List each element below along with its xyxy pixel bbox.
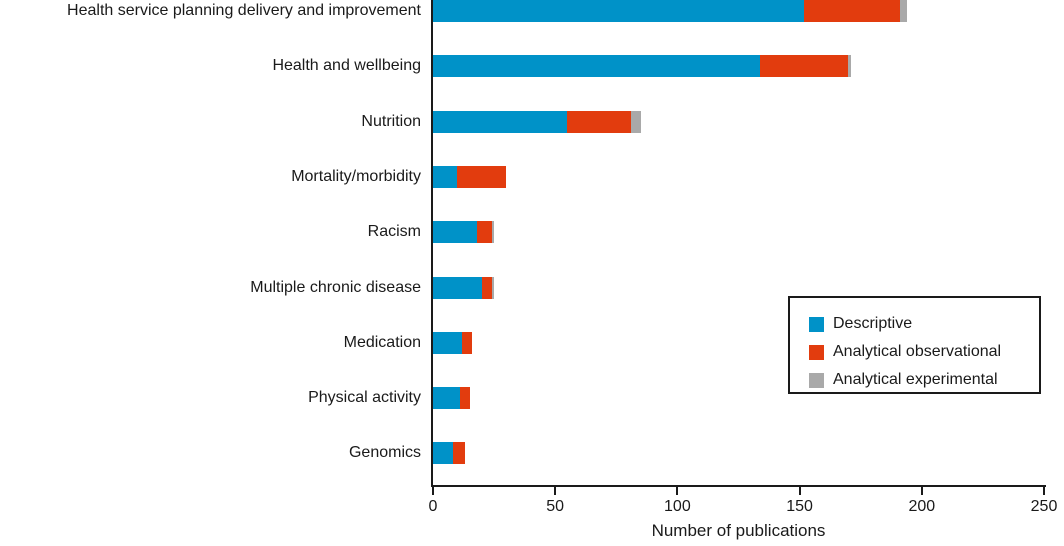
x-tick-label-200: 200: [908, 498, 936, 515]
legend-label: Analytical experimental: [833, 371, 998, 388]
bar-segment-racism-analytical-experimental: [491, 221, 495, 244]
bar-segment-health-and-wellbeing-analytical-observational: [760, 55, 849, 78]
x-axis-title: Number of publications: [651, 521, 826, 540]
x-tick-label-150: 150: [786, 498, 813, 515]
analytical-experimental-swatch-icon: [809, 372, 824, 388]
legend-item-descriptive: Descriptive: [790, 310, 1039, 338]
bar-segment-mortality-morbidity-descriptive: [433, 165, 458, 188]
legend-item-analytical-experimental: Analytical experimental: [790, 366, 1039, 394]
bar-segment-health-service-planning-delivery-and-improvement-analytical-observational: [804, 0, 900, 22]
x-tick-150: [798, 487, 801, 495]
category-label-mortality-morbidity: Mortality/morbidity: [291, 167, 421, 185]
category-label-medication: Medication: [343, 333, 421, 351]
bar-segment-health-service-planning-delivery-and-improvement-analytical-experimental: [899, 0, 908, 22]
bar-segment-mortality-morbidity-analytical-observational: [457, 165, 507, 188]
category-label-genomics: Genomics: [348, 444, 421, 462]
bar-segment-physical-activity-descriptive: [433, 387, 460, 410]
bar-segment-health-and-wellbeing-descriptive: [433, 55, 761, 78]
bar-segment-genomics-descriptive: [433, 442, 453, 465]
category-label-health-and-wellbeing: Health and wellbeing: [272, 57, 421, 75]
bar-segment-genomics-analytical-observational: [452, 442, 465, 465]
bar-segment-racism-descriptive: [433, 221, 477, 244]
x-tick-0: [432, 487, 434, 495]
bar-segment-medication-analytical-observational: [462, 331, 473, 354]
analytical-observational-swatch-icon: [809, 344, 824, 360]
bar-segment-nutrition-analytical-experimental: [630, 110, 641, 133]
x-axis-line: [431, 485, 1046, 487]
x-tick-label-100: 100: [664, 498, 691, 515]
x-tick-label-250: 250: [1030, 498, 1058, 515]
bar-segment-physical-activity-analytical-observational: [459, 387, 470, 410]
legend-label: Analytical observational: [833, 343, 1002, 360]
bar-segment-multiple-chronic-disease-descriptive: [433, 276, 482, 299]
bar-segment-medication-descriptive: [433, 331, 463, 354]
bar-segment-nutrition-descriptive: [433, 110, 568, 133]
x-tick-50: [554, 487, 557, 495]
descriptive-swatch-icon: [809, 316, 824, 332]
category-label-multiple-chronic-disease: Multiple chronic disease: [250, 278, 421, 296]
x-tick-200: [920, 487, 923, 495]
category-label-physical-activity: Physical activity: [308, 389, 421, 407]
bar-segment-multiple-chronic-disease-analytical-observational: [481, 276, 492, 299]
category-label-nutrition: Nutrition: [361, 112, 421, 130]
category-label-racism: Racism: [367, 223, 421, 241]
bar-segment-health-service-planning-delivery-and-improvement-descriptive: [433, 0, 805, 22]
legend-item-analytical-observational: Analytical observational: [790, 338, 1039, 366]
legend-label: Descriptive: [833, 315, 913, 332]
bar-segment-health-and-wellbeing-analytical-experimental: [848, 55, 851, 78]
bar-segment-racism-analytical-observational: [476, 221, 492, 244]
x-tick-label-50: 50: [546, 498, 565, 515]
y-axis-line: [431, 0, 433, 487]
bar-segment-multiple-chronic-disease-analytical-experimental: [491, 276, 495, 299]
x-tick-250: [1043, 487, 1045, 495]
legend: Descriptive Analytical observational Ana…: [788, 296, 1041, 394]
x-tick-100: [676, 487, 679, 495]
x-tick-label-0: 0: [428, 498, 438, 515]
category-label-health-service-planning-delivery-and-improvement: Health service planning delivery and imp…: [67, 2, 421, 19]
bar-segment-nutrition-analytical-observational: [567, 110, 631, 133]
